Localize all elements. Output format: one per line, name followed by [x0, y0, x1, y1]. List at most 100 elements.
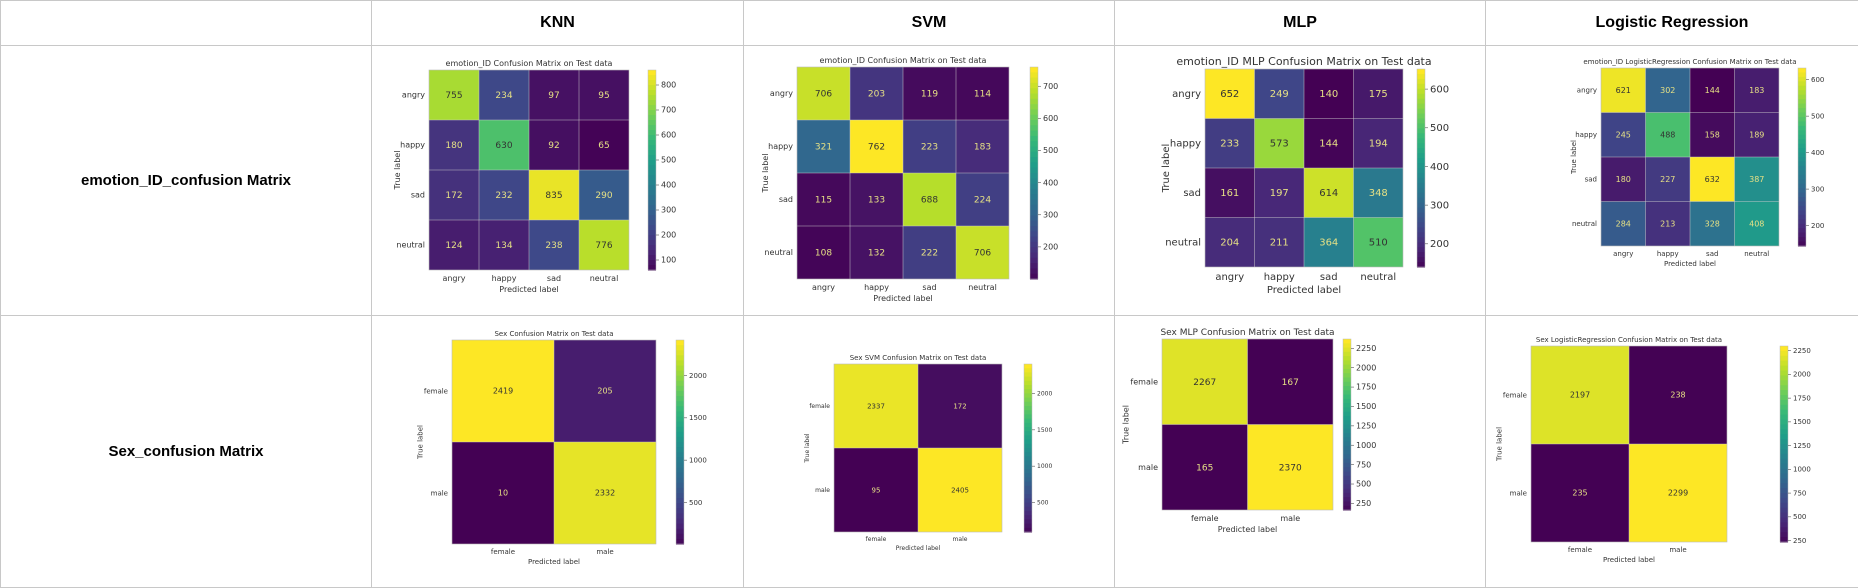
cell-value: 189: [1749, 130, 1764, 139]
colorbar-segment: [1417, 84, 1425, 90]
colorbar-tick-label: 2000: [1356, 363, 1376, 372]
colorbar-segment: [676, 503, 684, 509]
colorbar-segment: [1798, 161, 1806, 166]
colorbar-segment: [676, 381, 684, 387]
colorbar-segment: [1343, 343, 1351, 348]
cell-value: 65: [598, 141, 609, 151]
cell-value: 227: [1660, 175, 1675, 184]
cell-value: 108: [815, 249, 832, 259]
colorbar-tick-label: 400: [1043, 178, 1058, 187]
colorbar-segment: [1798, 72, 1806, 77]
colorbar-segment: [648, 195, 656, 201]
colorbar-segment: [676, 350, 684, 356]
row-header-emotion: emotion_ID_confusion Matrix: [1, 46, 372, 316]
cell-value: 630: [495, 141, 512, 151]
colorbar-segment: [676, 417, 684, 423]
row-header-sex: Sex_confusion Matrix: [1, 316, 372, 588]
colorbar-segment: [1030, 157, 1038, 163]
x-tick-label: angry: [812, 283, 835, 292]
chart-title: emotion_ID MLP Confusion Matrix on Test …: [1176, 55, 1431, 68]
colorbar-segment: [1417, 133, 1425, 139]
colorbar-segment: [1417, 252, 1425, 258]
colorbar-segment: [1024, 398, 1032, 403]
colorbar-segment: [1030, 120, 1038, 126]
cell-value: 2197: [1570, 391, 1590, 400]
cell-value: 233: [1220, 139, 1239, 150]
colorbar-segment: [1780, 415, 1788, 421]
cell-value: 211: [1270, 238, 1289, 249]
y-tick-label: angry: [402, 91, 425, 100]
y-axis-label: True label: [1570, 140, 1578, 175]
colorbar-segment: [1780, 385, 1788, 391]
colorbar-tick-label: 600: [1430, 84, 1449, 95]
colorbar-segment: [1417, 232, 1425, 238]
chart-title: Sex LogisticRegression Confusion Matrix …: [1536, 336, 1722, 344]
cell-value: 706: [815, 90, 832, 100]
x-tick-label: neutral: [1360, 272, 1396, 283]
colorbar-tick-label: 1750: [1793, 394, 1811, 402]
cell-value: 290: [595, 191, 612, 201]
colorbar-segment: [1780, 429, 1788, 435]
cell-emotion-knn: emotion_ID Confusion Matrix on Test data…: [372, 46, 744, 316]
cell-value: 183: [1749, 86, 1764, 95]
y-tick-label: sad: [411, 191, 425, 200]
y-tick-label: neutral: [1165, 238, 1201, 249]
cell-value: 488: [1660, 130, 1675, 139]
colorbar-segment: [1798, 206, 1806, 211]
x-tick-label: sad: [1320, 272, 1338, 283]
colorbar-segment: [676, 355, 684, 361]
colorbar-segment: [1343, 348, 1351, 353]
cell-value: 224: [974, 196, 991, 206]
cell-value: 213: [1660, 219, 1675, 228]
colorbar-segment: [676, 529, 684, 535]
colorbar-tick-label: 200: [661, 231, 676, 240]
colorbar-segment: [1417, 242, 1425, 248]
x-axis-label: Predicted label: [528, 558, 580, 566]
cell-value: 172: [445, 191, 462, 201]
colorbar-segment: [1030, 152, 1038, 158]
colorbar-segment: [676, 386, 684, 392]
y-tick-label: female: [1130, 377, 1158, 386]
colorbar-segment: [1024, 423, 1032, 428]
column-header-mlp: MLP: [1115, 1, 1486, 46]
colorbar-segment: [1417, 222, 1425, 228]
colorbar-segment: [676, 488, 684, 494]
colorbar-segment: [1417, 183, 1425, 189]
x-tick-label: neutral: [590, 274, 619, 283]
colorbar-segment: [648, 245, 656, 251]
colorbar-segment: [648, 260, 656, 266]
colorbar-segment: [1030, 200, 1038, 206]
cell-value: 97: [548, 91, 559, 101]
cell-value: 223: [921, 143, 938, 153]
x-axis-label: Predicted label: [1218, 525, 1277, 534]
y-tick-label: sad: [779, 195, 793, 204]
colorbar-segment: [676, 508, 684, 514]
colorbar-segment: [648, 175, 656, 181]
colorbar-segment: [676, 513, 684, 519]
x-tick-label: male: [953, 536, 968, 543]
colorbar-segment: [1417, 227, 1425, 233]
cell-value: 762: [868, 143, 885, 153]
colorbar-segment: [1780, 488, 1788, 494]
colorbar-segment: [676, 376, 684, 382]
colorbar-segment: [676, 452, 684, 458]
colorbar-segment: [1417, 193, 1425, 199]
colorbar-segment: [1030, 178, 1038, 184]
colorbar-segment: [1417, 158, 1425, 164]
y-axis-label: True label: [1161, 144, 1172, 194]
colorbar-segment: [1024, 507, 1032, 512]
colorbar-tick-label: 1500: [1356, 402, 1376, 411]
colorbar-segment: [1024, 389, 1032, 394]
cell-value: 2267: [1193, 378, 1216, 388]
colorbar-segment: [676, 473, 684, 479]
colorbar-segment: [1030, 72, 1038, 78]
cell-value: 203: [868, 90, 885, 100]
y-tick-label: neutral: [396, 241, 425, 250]
colorbar-segment: [1024, 519, 1032, 524]
cell-value: 348: [1369, 188, 1388, 199]
cell-value: 204: [1220, 238, 1239, 249]
y-axis-label: True label: [417, 425, 425, 460]
x-axis-label: Predicted label: [873, 294, 932, 303]
colorbar-segment: [1030, 268, 1038, 274]
